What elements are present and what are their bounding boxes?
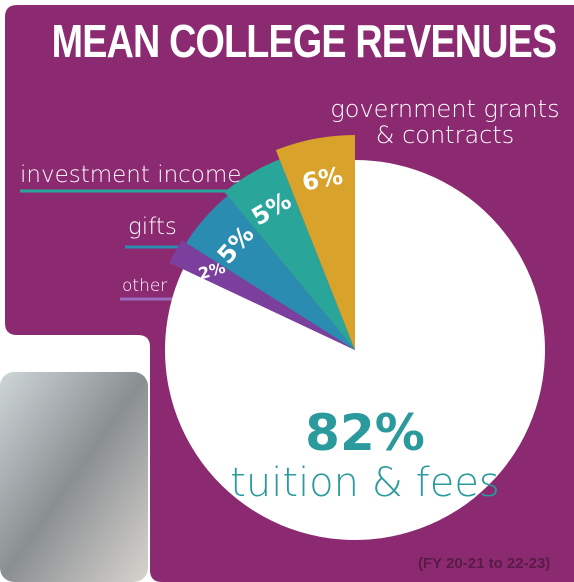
category-label: investment income: [20, 164, 241, 187]
infographic: 82%2%5%5%6% MEAN COLLEGE REVENUES govern…: [0, 0, 574, 582]
title: MEAN COLLEGE REVENUES: [52, 18, 523, 64]
value-label: 82%: [305, 404, 425, 462]
note: (FY 20-21 to 22-23): [418, 556, 550, 571]
photo: [0, 372, 148, 582]
category-label: government grants & contracts: [320, 96, 570, 149]
category-label: other: [122, 278, 167, 295]
category-label: gifts: [128, 216, 177, 239]
category-label: tuition & fees: [200, 463, 530, 503]
